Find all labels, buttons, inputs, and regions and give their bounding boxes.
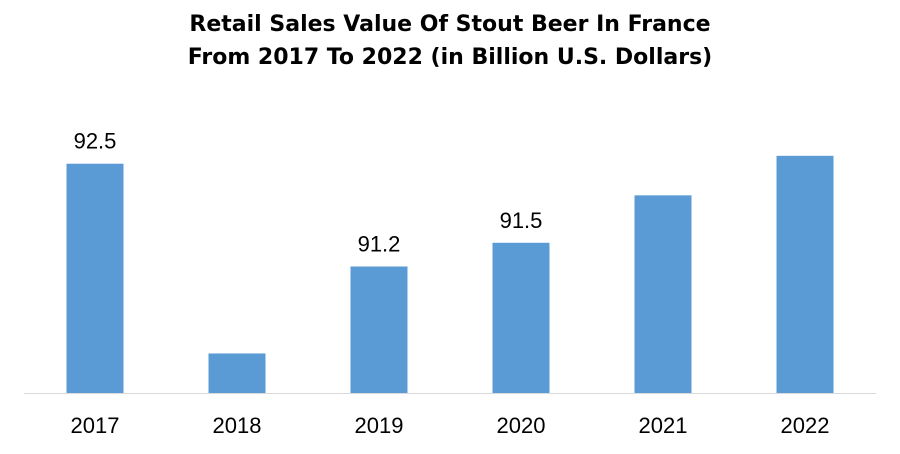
- chart-title-line-2: From 2017 To 2022 (in Billion U.S. Dolla…: [187, 45, 713, 70]
- x-tick-label-2017: 2017: [71, 413, 120, 438]
- bar-2017: [66, 163, 124, 393]
- bar-2020: [492, 242, 550, 393]
- x-tick-label-2022: 2022: [781, 413, 830, 438]
- x-tick-label-2018: 2018: [213, 413, 262, 438]
- x-tick-label-2020: 2020: [497, 413, 546, 438]
- x-tick-label-2021: 2021: [639, 413, 688, 438]
- bar-2022: [776, 155, 834, 393]
- bar-2019: [350, 266, 408, 393]
- data-label-2017: 92.5: [74, 129, 117, 154]
- chart-title: Retail Sales Value Of Stout Beer In Fran…: [0, 8, 900, 74]
- x-tick-label-2019: 2019: [355, 413, 404, 438]
- data-label-2019: 91.2: [358, 232, 401, 257]
- bar-2018: [208, 353, 266, 393]
- bar-2021: [634, 195, 692, 393]
- data-label-2020: 91.5: [500, 208, 543, 233]
- chart-title-line-1: Retail Sales Value Of Stout Beer In Fran…: [189, 12, 711, 37]
